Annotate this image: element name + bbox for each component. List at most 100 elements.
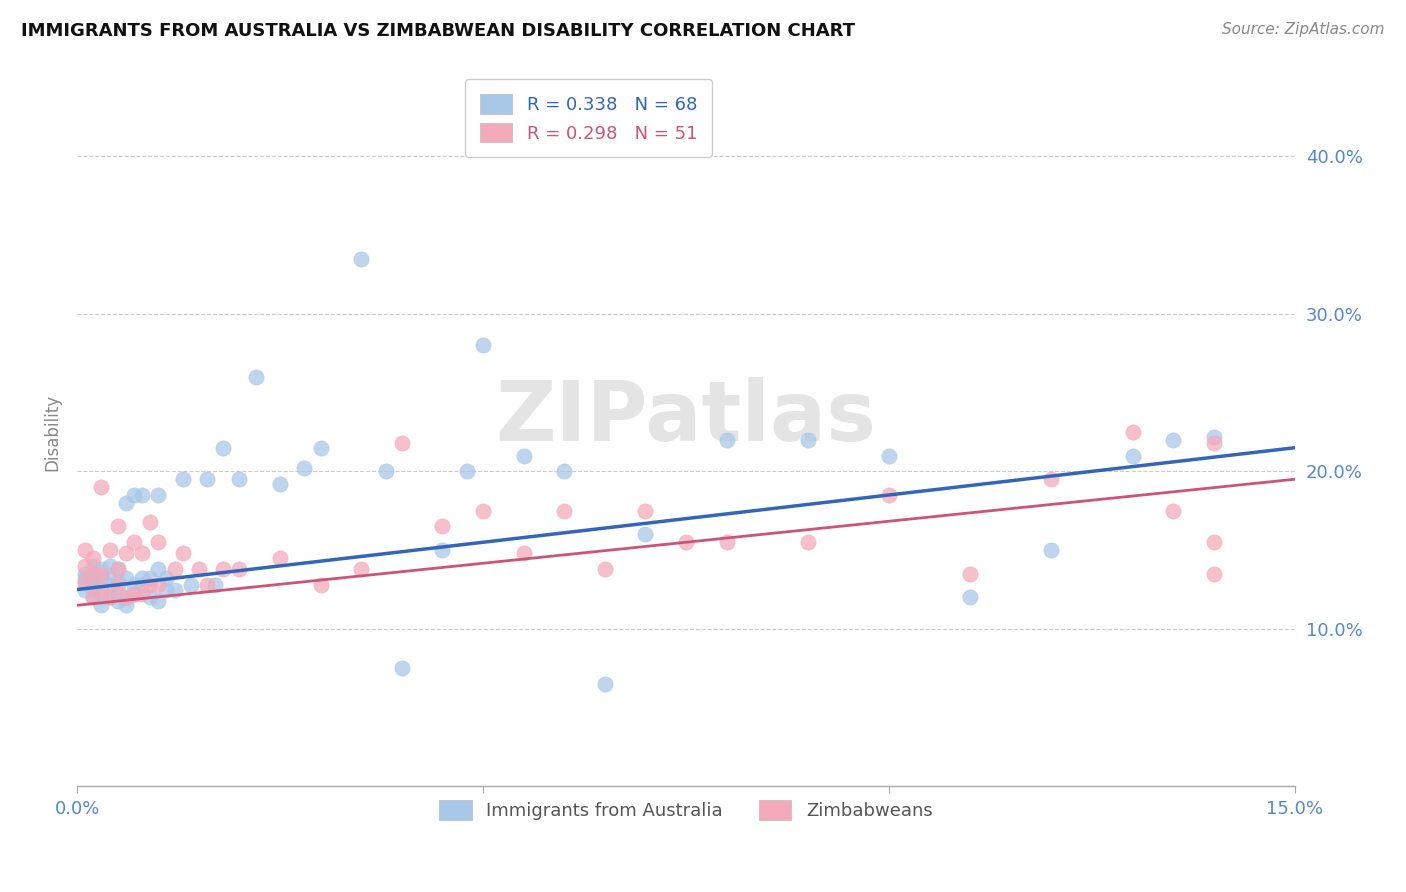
Y-axis label: Disability: Disability	[44, 393, 60, 470]
Point	[1121, 449, 1143, 463]
Point	[114, 496, 136, 510]
Point	[593, 677, 616, 691]
Point	[553, 504, 575, 518]
Point	[634, 504, 657, 518]
Point	[131, 578, 153, 592]
Point	[172, 472, 194, 486]
Point	[187, 562, 209, 576]
Point	[1202, 566, 1225, 581]
Point	[195, 472, 218, 486]
Point	[1161, 433, 1184, 447]
Point	[114, 591, 136, 605]
Point	[75, 543, 97, 558]
Point	[228, 562, 250, 576]
Point	[294, 461, 316, 475]
Point	[98, 572, 121, 586]
Point	[959, 566, 981, 581]
Point	[139, 515, 162, 529]
Point	[82, 582, 104, 597]
Point	[1040, 472, 1063, 486]
Point	[163, 582, 186, 597]
Point	[98, 591, 121, 605]
Point	[75, 566, 97, 581]
Legend: Immigrants from Australia, Zimbabweans: Immigrants from Australia, Zimbabweans	[425, 785, 948, 834]
Point	[98, 558, 121, 573]
Point	[148, 488, 170, 502]
Point	[716, 433, 738, 447]
Point	[877, 488, 900, 502]
Point	[75, 582, 97, 597]
Point	[797, 535, 820, 549]
Point	[139, 572, 162, 586]
Point	[180, 578, 202, 592]
Point	[456, 464, 478, 478]
Point	[374, 464, 396, 478]
Point	[82, 566, 104, 581]
Point	[155, 572, 177, 586]
Point	[391, 661, 413, 675]
Point	[82, 591, 104, 605]
Point	[131, 587, 153, 601]
Point	[107, 519, 129, 533]
Point	[148, 593, 170, 607]
Point	[114, 572, 136, 586]
Point	[90, 591, 112, 605]
Point	[309, 578, 332, 592]
Point	[148, 562, 170, 576]
Point	[98, 578, 121, 592]
Point	[122, 488, 145, 502]
Point	[107, 587, 129, 601]
Point	[204, 578, 226, 592]
Point	[593, 562, 616, 576]
Point	[90, 578, 112, 592]
Point	[432, 519, 454, 533]
Point	[245, 369, 267, 384]
Point	[716, 535, 738, 549]
Point	[98, 543, 121, 558]
Point	[82, 566, 104, 581]
Point	[107, 574, 129, 589]
Point	[155, 582, 177, 597]
Point	[391, 436, 413, 450]
Point	[139, 578, 162, 592]
Point	[82, 551, 104, 566]
Point	[228, 472, 250, 486]
Point	[114, 599, 136, 613]
Point	[131, 572, 153, 586]
Point	[1161, 504, 1184, 518]
Point	[1202, 436, 1225, 450]
Point	[195, 578, 218, 592]
Point	[512, 449, 534, 463]
Point	[75, 574, 97, 589]
Point	[472, 504, 495, 518]
Point	[107, 593, 129, 607]
Point	[131, 546, 153, 560]
Point	[114, 591, 136, 605]
Point	[90, 582, 112, 597]
Point	[512, 546, 534, 560]
Point	[107, 562, 129, 576]
Point	[90, 566, 112, 581]
Point	[472, 338, 495, 352]
Point	[122, 587, 145, 601]
Point	[877, 449, 900, 463]
Point	[82, 591, 104, 605]
Point	[122, 587, 145, 601]
Point	[959, 591, 981, 605]
Point	[675, 535, 697, 549]
Point	[350, 252, 373, 266]
Point	[432, 543, 454, 558]
Point	[212, 441, 235, 455]
Point	[90, 599, 112, 613]
Point	[1202, 535, 1225, 549]
Point	[148, 578, 170, 592]
Point	[122, 578, 145, 592]
Point	[634, 527, 657, 541]
Point	[269, 477, 291, 491]
Point	[148, 535, 170, 549]
Point	[163, 562, 186, 576]
Point	[90, 562, 112, 576]
Point	[309, 441, 332, 455]
Point	[797, 433, 820, 447]
Point	[98, 591, 121, 605]
